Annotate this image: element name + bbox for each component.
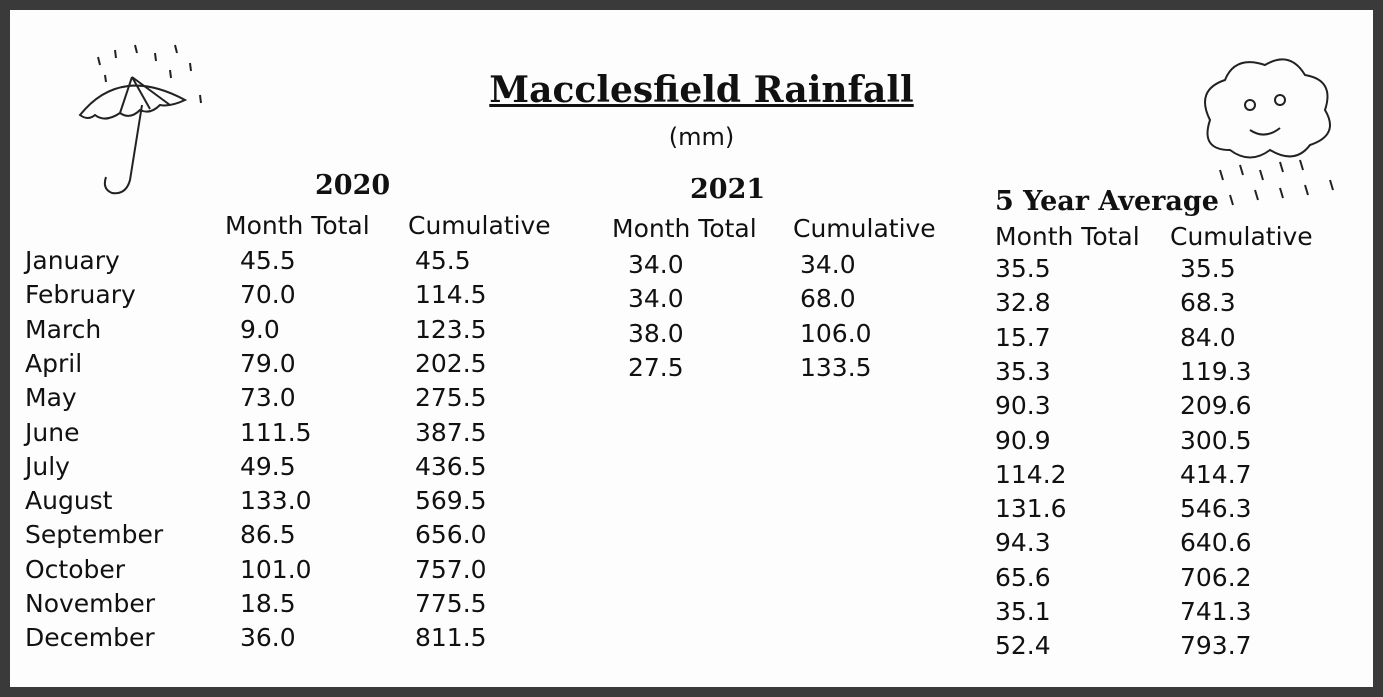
month-total-value: 49.5: [240, 454, 296, 479]
cumulative-value: 546.3: [1180, 496, 1252, 521]
month-total-value: 35.1: [995, 599, 1051, 624]
month-label: October: [25, 557, 125, 582]
month-label: December: [25, 625, 155, 650]
page: Macclesfield Rainfall (mm) JanuaryFebrua…: [0, 0, 1383, 697]
cumulative-value: 68.0: [800, 286, 856, 311]
month-total-value: 133.0: [240, 488, 312, 513]
cumulative-value: 68.3: [1180, 290, 1236, 315]
cumulative-value: 84.0: [1180, 325, 1236, 350]
month-label: July: [25, 454, 70, 479]
month-total-value: 90.3: [995, 393, 1051, 418]
month-total-value: 65.6: [995, 565, 1051, 590]
cumulative-value: 640.6: [1180, 530, 1252, 555]
cumulative-value: 775.5: [415, 591, 487, 616]
month-label: November: [25, 591, 155, 616]
group-heading: 2020: [315, 172, 390, 199]
column-header: Month Total: [612, 216, 757, 241]
month-total-value: 101.0: [240, 557, 312, 582]
cumulative-value: 275.5: [415, 385, 487, 410]
column-header: Cumulative: [408, 213, 551, 238]
cumulative-value: 706.2: [1180, 565, 1252, 590]
cumulative-value: 757.0: [415, 557, 487, 582]
month-label: June: [25, 420, 79, 445]
cumulative-value: 34.0: [800, 252, 856, 277]
cumulative-value: 741.3: [1180, 599, 1252, 624]
column-header: Cumulative: [793, 216, 936, 241]
month-total-value: 111.5: [240, 420, 312, 445]
month-total-value: 36.0: [240, 625, 296, 650]
month-total-value: 34.0: [628, 252, 684, 277]
month-total-value: 45.5: [240, 248, 296, 273]
month-total-value: 73.0: [240, 385, 296, 410]
cumulative-value: 133.5: [800, 355, 872, 380]
month-total-value: 35.3: [995, 359, 1051, 384]
cumulative-value: 45.5: [415, 248, 471, 273]
cumulative-value: 436.5: [415, 454, 487, 479]
month-total-value: 90.9: [995, 428, 1051, 453]
cumulative-value: 569.5: [415, 488, 487, 513]
cumulative-value: 202.5: [415, 351, 487, 376]
month-total-value: 34.0: [628, 286, 684, 311]
month-label: February: [25, 282, 136, 307]
cumulative-value: 119.3: [1180, 359, 1252, 384]
cumulative-value: 35.5: [1180, 256, 1236, 281]
umbrella-icon: [60, 15, 220, 205]
column-header: Cumulative: [1170, 224, 1313, 249]
month-total-value: 9.0: [240, 317, 280, 342]
cumulative-value: 300.5: [1180, 428, 1252, 453]
month-label: April: [25, 351, 82, 376]
month-label: March: [25, 317, 101, 342]
month-total-value: 52.4: [995, 633, 1051, 658]
column-header: Month Total: [995, 224, 1140, 249]
month-total-value: 86.5: [240, 522, 296, 547]
month-label: September: [25, 522, 163, 547]
group-heading: 5 Year Average: [995, 188, 1219, 215]
month-total-value: 114.2: [995, 462, 1067, 487]
group-heading: 2021: [690, 176, 765, 203]
cumulative-value: 123.5: [415, 317, 487, 342]
cumulative-value: 387.5: [415, 420, 487, 445]
cumulative-value: 114.5: [415, 282, 487, 307]
month-total-value: 15.7: [995, 325, 1051, 350]
month-total-value: 94.3: [995, 530, 1051, 555]
cumulative-value: 106.0: [800, 321, 872, 346]
month-label: May: [25, 385, 77, 410]
month-label: January: [25, 248, 120, 273]
month-label: August: [25, 488, 113, 513]
cumulative-value: 793.7: [1180, 633, 1252, 658]
column-header: Month Total: [225, 213, 370, 238]
cumulative-value: 414.7: [1180, 462, 1252, 487]
cumulative-value: 811.5: [415, 625, 487, 650]
month-total-value: 18.5: [240, 591, 296, 616]
month-total-value: 32.8: [995, 290, 1051, 315]
cumulative-value: 209.6: [1180, 393, 1252, 418]
month-total-value: 79.0: [240, 351, 296, 376]
month-total-value: 38.0: [628, 321, 684, 346]
month-total-value: 27.5: [628, 355, 684, 380]
month-total-value: 35.5: [995, 256, 1051, 281]
month-total-value: 70.0: [240, 282, 296, 307]
month-total-value: 131.6: [995, 496, 1067, 521]
cumulative-value: 656.0: [415, 522, 487, 547]
